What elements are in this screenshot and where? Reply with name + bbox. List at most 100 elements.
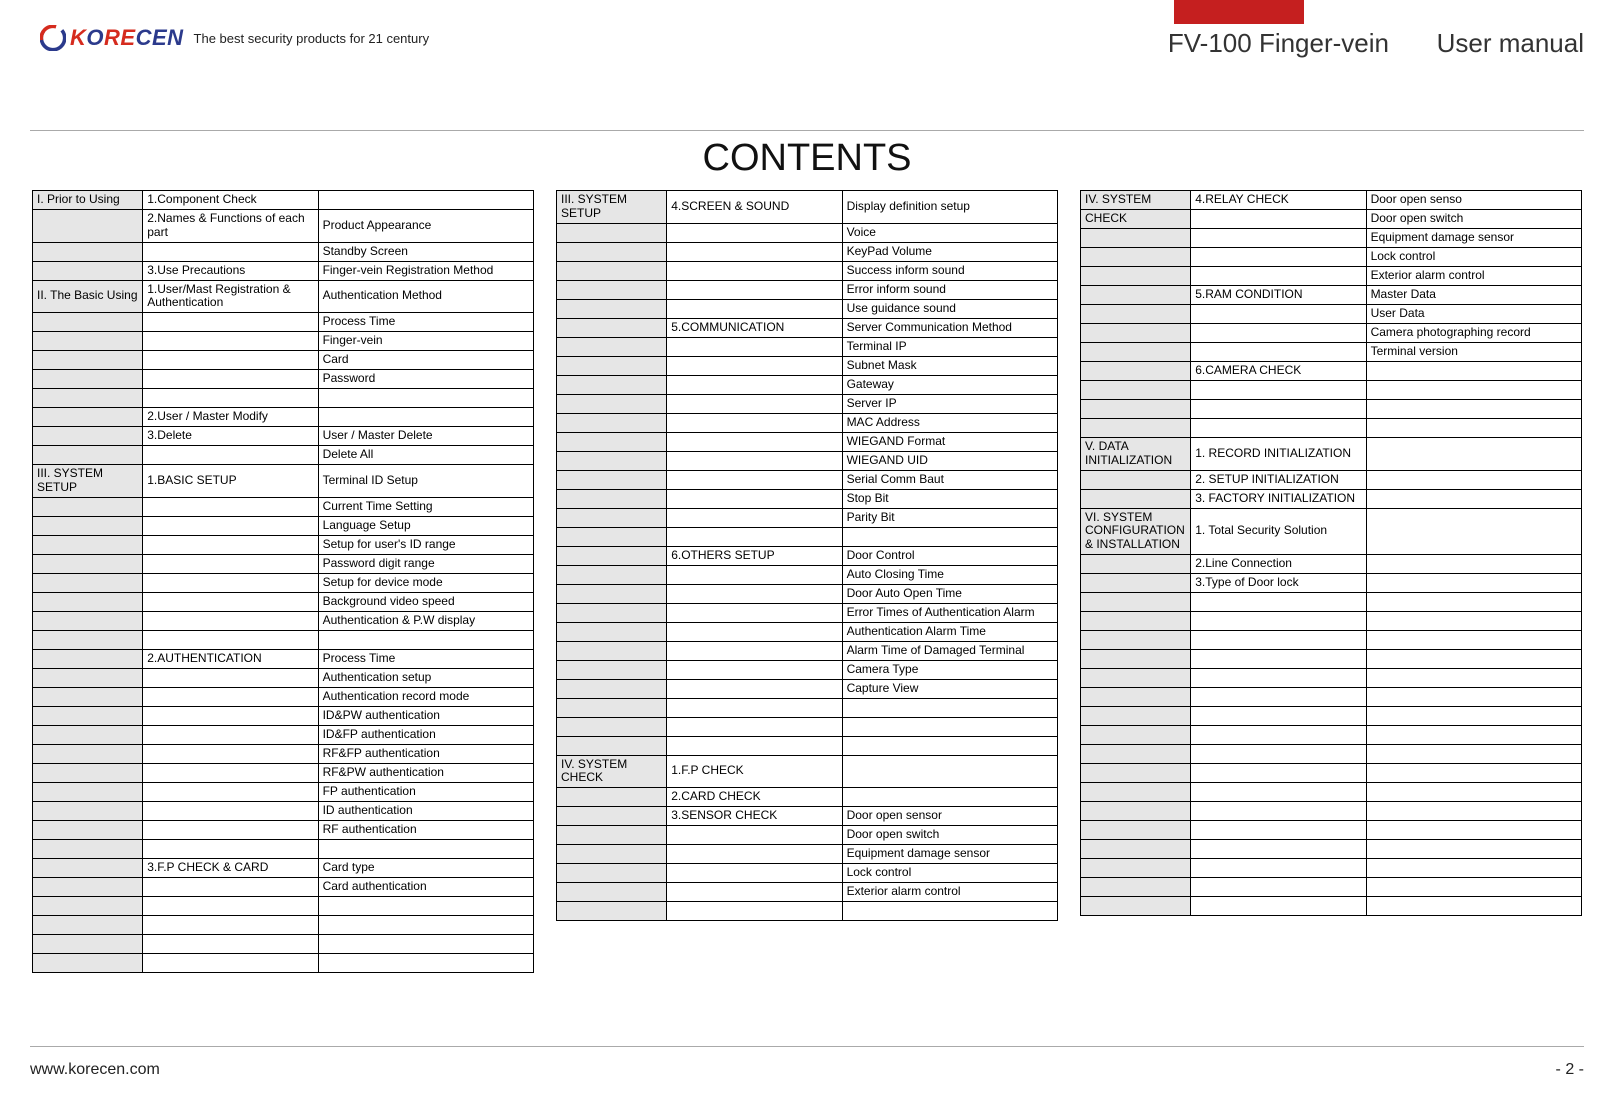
toc-subsection-cell (143, 820, 318, 839)
toc-subsection-cell (667, 432, 842, 451)
toc-row: WIEGAND Format (557, 432, 1058, 451)
toc-subsection-cell (143, 351, 318, 370)
toc-item-cell (1366, 896, 1581, 915)
toc-section-cell (33, 858, 143, 877)
toc-item-cell: WIEGAND Format (842, 432, 1057, 451)
toc-item-cell (318, 915, 533, 934)
toc-subsection-cell: 1.BASIC SETUP (143, 465, 318, 498)
toc-subsection-cell (667, 451, 842, 470)
toc-subsection-cell (667, 679, 842, 698)
toc-section-cell (557, 807, 667, 826)
toc-subsection-cell (1191, 839, 1366, 858)
toc-section-cell: III. SYSTEM SETUP (557, 191, 667, 224)
toc-row: III. SYSTEM SETUP4.SCREEN & SOUNDDisplay… (557, 191, 1058, 224)
toc-section-cell (1081, 820, 1191, 839)
toc-item-cell (1366, 438, 1581, 471)
toc-row: 2.Line Connection (1081, 554, 1582, 573)
toc-subsection-cell (667, 864, 842, 883)
toc-item-cell: Error inform sound (842, 280, 1057, 299)
toc-item-cell: Finger-vein (318, 332, 533, 351)
toc-subsection-cell: 1.User/Mast Registration & Authenticatio… (143, 280, 318, 313)
toc-section-cell (33, 389, 143, 408)
toc-row: 2.Names & Functions of each partProduct … (33, 210, 534, 243)
toc-section-cell (557, 584, 667, 603)
toc-row: 2.CARD CHECK (557, 788, 1058, 807)
toc-row: Camera photographing record (1081, 324, 1582, 343)
toc-item-cell: Authentication & P.W display (318, 611, 533, 630)
toc-section-cell (557, 508, 667, 527)
toc-item-cell (842, 698, 1057, 717)
toc-row: Error inform sound (557, 280, 1058, 299)
toc-section-cell (557, 660, 667, 679)
toc-row (1081, 706, 1582, 725)
toc-item-cell: Authentication record mode (318, 687, 533, 706)
toc-item-cell: Card type (318, 858, 533, 877)
toc-section-cell (557, 845, 667, 864)
toc-subsection-cell (1191, 630, 1366, 649)
toc-section-cell (1081, 324, 1191, 343)
toc-item-cell: Finger-vein Registration Method (318, 261, 533, 280)
toc-section-cell (557, 451, 667, 470)
toc-item-cell: Card authentication (318, 877, 533, 896)
toc-item-cell: Language Setup (318, 516, 533, 535)
toc-row: MAC Address (557, 413, 1058, 432)
toc-item-cell (1366, 706, 1581, 725)
toc-subsection-cell: 1.F.P CHECK (667, 755, 842, 788)
toc-section-cell (557, 902, 667, 921)
toc-subsection-cell (1191, 324, 1366, 343)
toc-section-cell (33, 687, 143, 706)
toc-subsection-cell (667, 698, 842, 717)
doc-type: User manual (1437, 28, 1584, 59)
toc-row: Card (33, 351, 534, 370)
toc-section-cell (1081, 248, 1191, 267)
toc-subsection-cell (1191, 248, 1366, 267)
toc-subsection-cell: 2. SETUP INITIALIZATION (1191, 470, 1366, 489)
toc-row: Parity Bit (557, 508, 1058, 527)
toc-row (1081, 782, 1582, 801)
toc-item-cell (318, 408, 533, 427)
toc-subsection-cell (1191, 305, 1366, 324)
toc-section-cell (557, 736, 667, 755)
toc-subsection-cell (667, 261, 842, 280)
toc-item-cell: Password digit range (318, 554, 533, 573)
toc-row: Subnet Mask (557, 356, 1058, 375)
toc-row (1081, 649, 1582, 668)
toc-section-cell (33, 839, 143, 858)
toc-section-cell (557, 394, 667, 413)
toc-row (1081, 896, 1582, 915)
toc-item-cell (1366, 554, 1581, 573)
toc-item-cell: Exterior alarm control (842, 883, 1057, 902)
toc-item-cell: Card (318, 351, 533, 370)
toc-section-cell (1081, 381, 1191, 400)
toc-row (33, 389, 534, 408)
toc-row (1081, 744, 1582, 763)
toc-section-cell (33, 915, 143, 934)
toc-row (1081, 668, 1582, 687)
toc-subsection-cell (667, 622, 842, 641)
toc-section-cell: V. DATA INITIALIZATION (1081, 438, 1191, 471)
toc-item-cell (842, 717, 1057, 736)
toc-row: Authentication record mode (33, 687, 534, 706)
toc-row: Authentication Alarm Time (557, 622, 1058, 641)
toc-item-cell (1366, 877, 1581, 896)
toc-subsection-cell (143, 313, 318, 332)
toc-section-cell (33, 668, 143, 687)
logo-swirl-icon (40, 25, 66, 51)
toc-row: Finger-vein (33, 332, 534, 351)
toc-row: Capture View (557, 679, 1058, 698)
toc-row: 3.DeleteUser / Master Delete (33, 427, 534, 446)
toc-row: WIEGAND UID (557, 451, 1058, 470)
toc-subsection-cell (1191, 687, 1366, 706)
toc-subsection-cell (143, 782, 318, 801)
toc-subsection-cell (667, 337, 842, 356)
toc-subsection-cell: 2.Line Connection (1191, 554, 1366, 573)
toc-row (557, 717, 1058, 736)
toc-row: Password (33, 370, 534, 389)
toc-row: 2.User / Master Modify (33, 408, 534, 427)
toc-subsection-cell: 3.Use Precautions (143, 261, 318, 280)
toc-section-cell (33, 351, 143, 370)
toc-subsection-cell: 3.Delete (143, 427, 318, 446)
toc-item-cell (1366, 381, 1581, 400)
toc-subsection-cell: 1. RECORD INITIALIZATION (1191, 438, 1366, 471)
toc-row (1081, 400, 1582, 419)
